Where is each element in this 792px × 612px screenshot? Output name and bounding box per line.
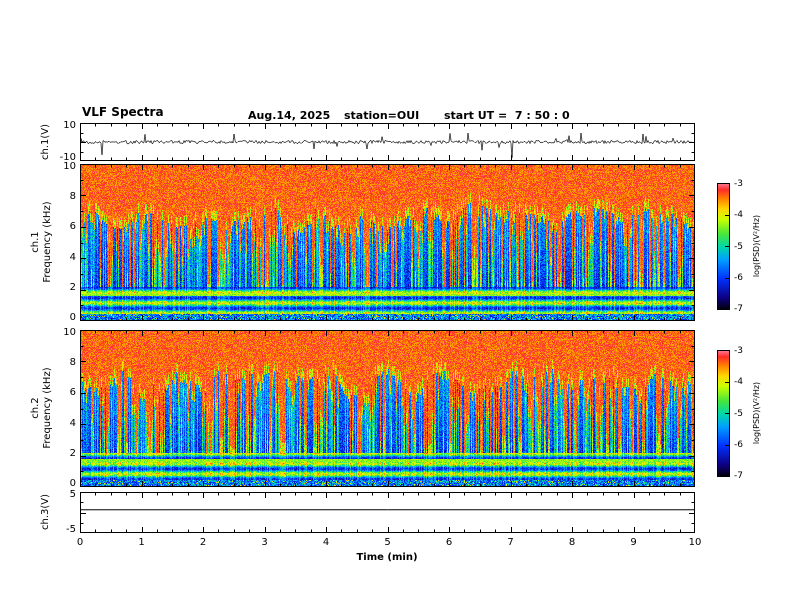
x-tick-label: 3 <box>261 537 268 548</box>
x-tick-label: 5 <box>384 537 391 548</box>
ch1-waveform-canvas <box>80 123 695 161</box>
ch1-wave-ytick: -10 <box>59 152 76 163</box>
ch2-spec-ytick: 4 <box>69 417 76 429</box>
plot-date: Aug.14, 2025 <box>248 109 331 122</box>
ch1-colorbar-tick: -5 <box>734 241 743 252</box>
ch1-spectrogram-canvas <box>80 164 695 321</box>
x-tick-label: 8 <box>568 537 576 548</box>
ch2-colorbar-tick: -6 <box>734 439 743 450</box>
x-tick-label: 0 <box>76 537 84 548</box>
plot-start-ut: start UT = 7 : 50 : 0 <box>444 109 570 122</box>
ch1-colorbar <box>717 183 730 310</box>
x-tick-label: 10 <box>688 537 702 548</box>
ch1-colorbar-label: log(PSD)(V²/Hz) <box>752 214 761 278</box>
ch2-colorbar-tick: -4 <box>734 377 743 388</box>
x-tick-label: 4 <box>322 537 330 548</box>
ch1-spec-ytick: 6 <box>69 221 76 233</box>
ch2-channel-label: ch.2 <box>30 397 41 419</box>
x-tick-label: 7 <box>507 537 514 548</box>
ch1-spec-ytick: 10 <box>63 161 76 172</box>
ch1-colorbar-tick: -6 <box>734 272 743 283</box>
ch1-channel-label: ch.1 <box>30 231 41 253</box>
ch2-colorbar-tick: -3 <box>734 346 743 356</box>
ch1-colorbar-tick: -3 <box>734 179 743 189</box>
ch3-wave-ytick: -5 <box>66 524 76 535</box>
ch2-colorbar-tick: -5 <box>734 408 743 419</box>
ch3-waveform-canvas <box>80 492 695 533</box>
x-tick-label: 1 <box>138 537 145 548</box>
ch1-wave-ylabel: ch.1(V) <box>40 123 51 161</box>
ch3-wave-ytick: 5 <box>69 489 76 500</box>
ch2-spec-ytick: 0 <box>69 478 76 489</box>
x-tick-label: 2 <box>199 537 207 548</box>
ch2-spec-ytick: 6 <box>69 387 76 399</box>
ch2-spec-ytick: 10 <box>63 327 76 338</box>
ch2-spec-ytick: 2 <box>69 447 76 459</box>
ch2-colorbar-label: log(PSD)(V²/Hz) <box>752 381 761 445</box>
plot-station: station=OUI <box>344 109 420 122</box>
ch2-spectrogram-canvas <box>80 330 695 487</box>
ch1-colorbar-tick: -4 <box>734 210 743 221</box>
ch1-spec-ytick: 2 <box>69 281 76 293</box>
ch2-spec-ytick: 8 <box>69 357 76 369</box>
ch1-wave-ytick: 10 <box>63 120 76 131</box>
ch2-colorbar-tick: -7 <box>734 471 743 481</box>
ch1-spec-ytick: 4 <box>69 251 76 263</box>
x-tick-label: 9 <box>630 537 637 548</box>
ch2-colorbar <box>717 350 730 477</box>
ch1-spec-ytick: 0 <box>69 312 76 323</box>
plot-title: VLF Spectra <box>82 105 164 119</box>
x-tick-label: 6 <box>445 537 453 548</box>
ch1-spec-ytick: 8 <box>69 191 76 203</box>
ch3-wave-ylabel: ch.3(V) <box>40 493 51 531</box>
ch1-colorbar-tick: -7 <box>734 304 743 314</box>
x-axis-title: Time (min) <box>356 552 418 563</box>
